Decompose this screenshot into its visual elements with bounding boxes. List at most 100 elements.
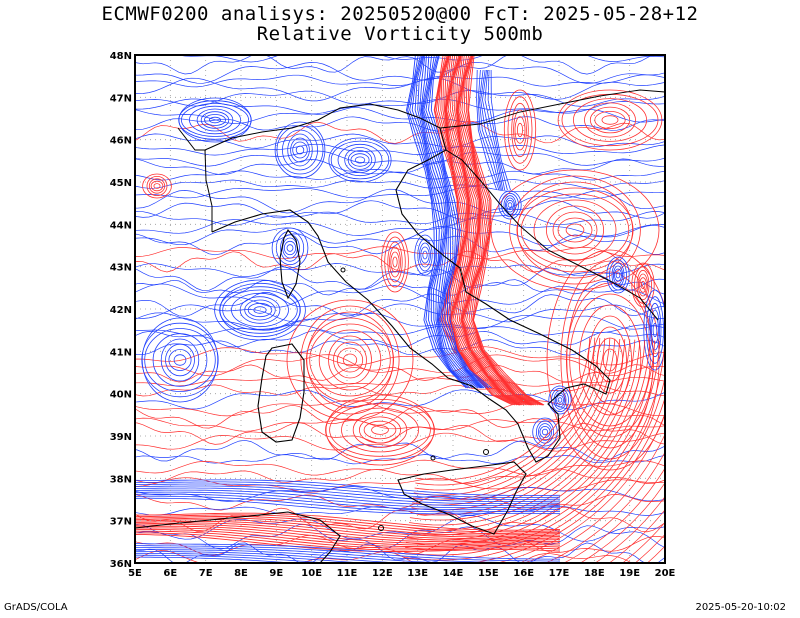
- vorticity-eddy-contour: [295, 145, 305, 155]
- vorticity-eddy-contour: [280, 234, 300, 262]
- sardinia-coastline: [257, 343, 305, 443]
- vorticity-contour: [135, 292, 665, 317]
- vorticity-contour: [135, 468, 665, 485]
- sicily-coastline: [397, 461, 527, 535]
- vorticity-band-contour: [490, 69, 511, 191]
- vorticity-band-contour: [135, 552, 368, 563]
- lat-tick-label: 43N: [110, 263, 132, 274]
- vorticity-band-contour: [135, 556, 299, 563]
- island-pantelleria: [378, 525, 384, 531]
- latitude-tick-labels: 48N 47N 46N 45N 44N 43N 42N 41N 40N 39N 38N 37N 36N: [110, 51, 132, 570]
- vorticity-band-contour: [422, 55, 483, 389]
- vorticity-band-contour: [461, 55, 543, 406]
- vorticity-eddy-contour: [552, 211, 598, 249]
- vorticity-band-contour: [430, 55, 492, 389]
- lat-lon-grid: [135, 55, 665, 563]
- vorticity-eddy-contour: [609, 259, 627, 291]
- vorticity-eddy-contour: [606, 256, 630, 294]
- vorticity-band-contour: [484, 69, 506, 191]
- vorticity-band-contour: [459, 55, 541, 406]
- vorticity-eddy-contour: [330, 140, 390, 180]
- vorticity-arc-contour: [416, 337, 591, 481]
- vorticity-band-contour: [480, 69, 502, 191]
- vorticity-contour: [135, 278, 665, 296]
- vorticity-band-contour: [444, 55, 521, 406]
- vorticity-band-contour: [463, 55, 543, 406]
- vorticity-contour: [135, 116, 665, 132]
- vorticity-eddy-contour: [509, 175, 641, 285]
- vorticity-eddy-contour: [325, 398, 435, 461]
- vorticity-eddy-contour: [371, 425, 389, 435]
- vorticity-band-contour: [465, 55, 544, 406]
- vorticity-band-contour: [135, 481, 561, 498]
- vorticity-eddy-contour: [292, 141, 308, 159]
- vorticity-eddy-contour: [290, 137, 310, 163]
- vorticity-eddy-contour: [506, 199, 514, 211]
- vorticity-band-contour: [135, 485, 561, 502]
- vorticity-contour: [135, 477, 665, 493]
- vorticity-eddy-contour: [196, 108, 234, 132]
- vorticity-contours: [135, 55, 665, 563]
- vorticity-eddy-contour: [239, 296, 281, 324]
- vorticity-eddy-contour: [594, 111, 626, 130]
- lat-tick-label: 41N: [110, 347, 132, 358]
- vorticity-eddy-contour: [648, 302, 662, 358]
- vorticity-band-contour: [477, 69, 500, 191]
- vorticity-band-contour: [419, 55, 480, 389]
- vorticity-eddy-contour: [208, 116, 221, 124]
- vorticity-arc-contour: [402, 396, 665, 563]
- vorticity-band-contour: [449, 55, 531, 406]
- vorticity-band-contour: [135, 534, 561, 552]
- vorticity-eddy-contour: [557, 217, 593, 243]
- vorticity-arc-contour: [409, 339, 636, 526]
- vorticity-contour: [135, 98, 665, 115]
- vorticity-eddy-contour: [286, 299, 414, 421]
- vorticity-arc-contour: [404, 341, 665, 556]
- vorticity-eddy-contour: [350, 153, 370, 167]
- vorticity-band-contour: [467, 55, 544, 406]
- vorticity-contour: [135, 74, 665, 88]
- north-africa-coast: [135, 511, 341, 563]
- vorticity-band-contour: [420, 55, 482, 389]
- vorticity-arc-contour: [409, 339, 631, 521]
- vorticity-eddy-contour: [652, 322, 658, 338]
- vorticity-band-contour: [456, 55, 533, 406]
- footer-timestamp: 2025-05-20-10:02: [695, 602, 786, 613]
- vorticity-eddy-contour: [573, 98, 648, 142]
- vorticity-eddy-contour: [200, 111, 230, 129]
- vorticity-contour: [135, 77, 665, 102]
- island-ustica: [430, 455, 436, 461]
- vorticity-contour: [135, 417, 665, 432]
- vorticity-band-contour: [135, 525, 560, 544]
- vorticity-eddy-contour: [553, 390, 567, 410]
- alpine-border: [204, 103, 441, 151]
- vorticity-contour: [135, 188, 665, 214]
- vorticity-eddy-contour: [389, 246, 401, 278]
- vorticity-eddy-contour: [318, 329, 382, 391]
- vorticity-eddy-contour: [287, 133, 313, 167]
- vorticity-eddy-contour: [214, 279, 306, 341]
- vorticity-band-contour: [135, 522, 560, 541]
- vorticity-arc-contour: [622, 521, 665, 563]
- vorticity-eddy-contour: [344, 146, 376, 173]
- vorticity-eddy-contour: [168, 349, 192, 371]
- vorticity-eddy-contour: [141, 317, 219, 403]
- vorticity-eddy-contour: [643, 289, 665, 371]
- vorticity-band-contour: [135, 517, 561, 536]
- vorticity-band-contour: [409, 55, 471, 389]
- vorticity-eddy-contour: [328, 335, 372, 385]
- vorticity-arc-contour: [608, 509, 665, 563]
- vorticity-eddy-contour: [336, 347, 364, 373]
- vorticity-band-contour: [135, 512, 561, 531]
- vorticity-eddy-contour: [601, 115, 619, 125]
- vorticity-band-contour: [406, 55, 467, 389]
- vorticity-eddy-contour: [160, 338, 200, 382]
- vorticity-arc-contour: [405, 340, 656, 546]
- vorticity-band-contour: [421, 55, 482, 389]
- vorticity-eddy-contour: [387, 241, 403, 283]
- vorticity-eddy-contour: [325, 394, 435, 466]
- vorticity-eddy-contour: [271, 227, 309, 269]
- vorticity-eddy-contour: [390, 251, 400, 273]
- vorticity-band-contour: [135, 495, 561, 513]
- vorticity-band-contour: [454, 55, 532, 406]
